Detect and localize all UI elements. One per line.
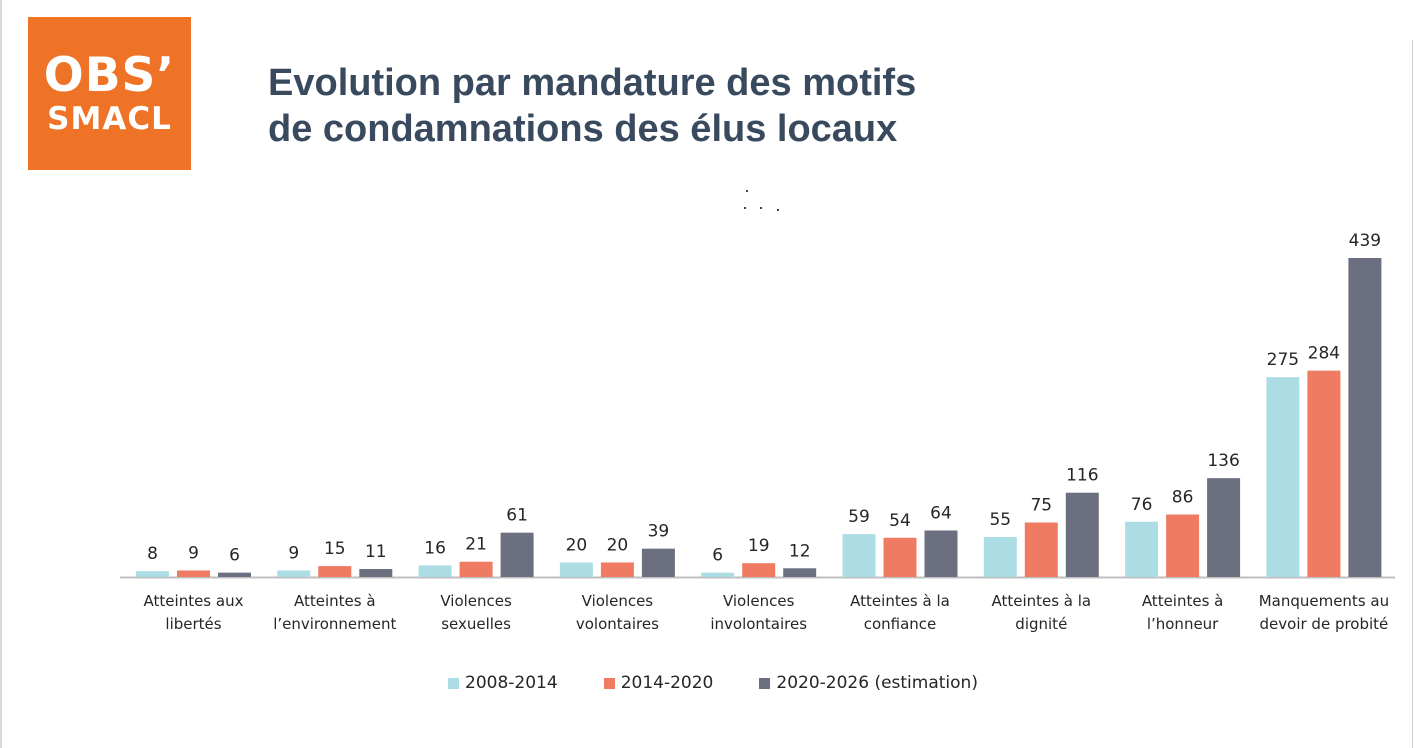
bar [559,562,593,577]
bar [418,565,452,577]
chart-title-line1: Evolution par mandature des motifs [268,62,917,104]
bar [1266,377,1300,577]
x-tick-label: Atteintes à [294,592,376,610]
data-label: 76 [1131,495,1153,515]
obs-smacl-logo: OBS’ SMACL [28,17,191,170]
bar [1125,521,1159,577]
x-tick-label: l’environnement [273,615,396,633]
logo-text-obs: OBS’ [43,47,176,103]
data-label: 15 [324,539,346,559]
legend-item: 2020-2026 (estimation) [749,673,978,693]
data-label: 11 [365,542,387,562]
bar [1024,522,1058,577]
bar [277,570,311,577]
x-tick-label: Violences [440,592,512,610]
bar [842,534,876,577]
x-tick-label: Atteintes à la [991,592,1091,610]
x-tick-label: Atteintes à la [850,592,950,610]
x-tick-label: dignité [1015,615,1067,633]
logo-text-smacl: SMACL [47,100,172,137]
bar [318,566,352,577]
bar [1207,478,1241,577]
bar [136,571,169,577]
data-label: 20 [607,535,629,555]
bar [641,548,675,577]
bar [177,570,210,577]
data-label: 9 [188,543,199,563]
bar [1307,370,1341,577]
data-label: 284 [1308,344,1340,364]
legend-item: 2014-2020 [594,673,714,693]
x-tick-label: sexuelles [441,615,511,633]
data-label: 116 [1066,466,1098,486]
chart-title: Evolution par mandature des motifs de co… [268,60,916,152]
bar [1166,514,1200,577]
data-label: 39 [648,522,670,542]
bar [742,563,776,577]
legend-swatch [759,677,771,689]
bar [983,537,1017,577]
x-tick-label: Atteintes à [1142,592,1224,610]
legend-swatch [603,677,615,689]
data-label: 275 [1267,350,1299,370]
stray-dots [740,186,784,216]
x-tick-label: Manquements au [1259,592,1389,610]
legend-label: 2014-2020 [620,673,714,693]
data-label: 61 [506,506,528,526]
bar [1348,258,1382,577]
chart-legend: 2008-2014 2014-2020 2020-2026 (estimation) [0,673,1416,693]
data-label: 19 [748,536,770,556]
chart-title-line2: de condamnations des élus locaux [268,108,898,150]
x-tick-label: l’honneur [1147,615,1219,633]
x-tick-label: Atteintes aux [144,592,244,610]
data-label: 12 [789,541,811,561]
page-frame-right [1412,40,1413,748]
data-label: 64 [930,503,952,523]
data-label: 9 [288,543,299,563]
data-label: 20 [566,535,588,555]
data-label: 8 [147,544,158,564]
data-label: 21 [465,535,487,555]
bar [459,561,493,577]
data-label: 16 [424,538,446,558]
data-label: 136 [1207,451,1239,471]
bar [783,568,817,577]
x-tick-label: Violences [582,592,654,610]
legend-label: 2008-2014 [465,673,558,693]
bar [218,572,251,577]
bar [500,532,534,577]
bar [359,569,393,577]
bar [883,537,917,577]
legend-label: 2020-2026 (estimation) [776,673,978,693]
legend-swatch [448,677,460,689]
bar [701,572,735,577]
x-tick-label: volontaires [576,615,659,633]
bar [924,530,958,577]
page-frame-left [0,0,2,748]
x-tick-label: Violences [723,592,795,610]
legend-item: 2008-2014 [438,673,558,693]
data-label: 6 [229,546,240,566]
data-label: 55 [989,510,1011,530]
bar [600,562,634,577]
x-tick-label: libertés [165,615,221,633]
data-label: 75 [1030,496,1052,516]
x-tick-label: involontaires [710,615,807,633]
data-label: 54 [889,511,911,531]
bar [1065,492,1099,577]
data-label: 59 [848,507,870,527]
x-tick-label: confiance [864,615,937,633]
data-label: 6 [712,546,723,566]
data-label: 439 [1349,231,1381,251]
x-tick-label: devoir de probité [1260,615,1389,633]
data-label: 86 [1172,488,1194,508]
